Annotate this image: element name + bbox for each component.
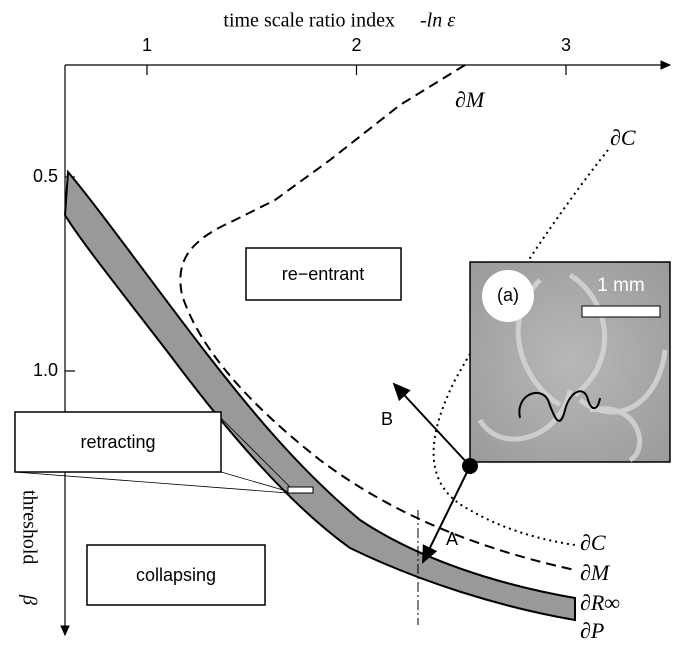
y-axis-title: threshold bbox=[18, 490, 40, 564]
arrow-a bbox=[422, 465, 471, 564]
x-tick-label: 2 bbox=[351, 35, 361, 55]
curve-m bbox=[179, 64, 576, 571]
curve-label: ∂M bbox=[455, 87, 486, 112]
region-label: re−entrant bbox=[282, 264, 365, 284]
region-label: retracting bbox=[80, 432, 155, 452]
curve-label: ∂M bbox=[580, 560, 611, 585]
curve-label: ∂P bbox=[580, 618, 604, 643]
y-axis-label: threshold β bbox=[18, 490, 40, 605]
curve-label: ∂C bbox=[580, 530, 606, 555]
boundary-band bbox=[63, 169, 576, 622]
ticks: 1 2 3 0.5 1.0 bbox=[33, 35, 571, 380]
state-point bbox=[462, 458, 478, 474]
region-box bbox=[245, 247, 402, 301]
curve-label: ∂R∞ bbox=[580, 590, 620, 615]
y-axis-symbol: β bbox=[18, 594, 40, 605]
region-label: collapsing bbox=[136, 565, 216, 585]
arrow-label: B bbox=[381, 409, 393, 429]
region-box bbox=[86, 544, 266, 606]
y-tick-label: 1.0 bbox=[33, 360, 58, 380]
scale-label: 1 mm bbox=[597, 275, 645, 296]
x-axis-title: time scale ratio index bbox=[223, 10, 395, 32]
x-axis-symbol: -ln ε bbox=[420, 10, 455, 32]
y-tick-label: 0.5 bbox=[33, 166, 58, 186]
inset-label: (a) bbox=[497, 285, 519, 305]
arrow-b bbox=[392, 382, 471, 467]
x-tick-label: 3 bbox=[561, 35, 571, 55]
curve-label: ∂C bbox=[610, 125, 636, 150]
arrow-label: A bbox=[446, 529, 458, 549]
axes bbox=[60, 60, 672, 637]
x-tick-label: 1 bbox=[142, 35, 152, 55]
region-box bbox=[14, 411, 222, 473]
inset: (a) 1 mm bbox=[469, 261, 671, 463]
